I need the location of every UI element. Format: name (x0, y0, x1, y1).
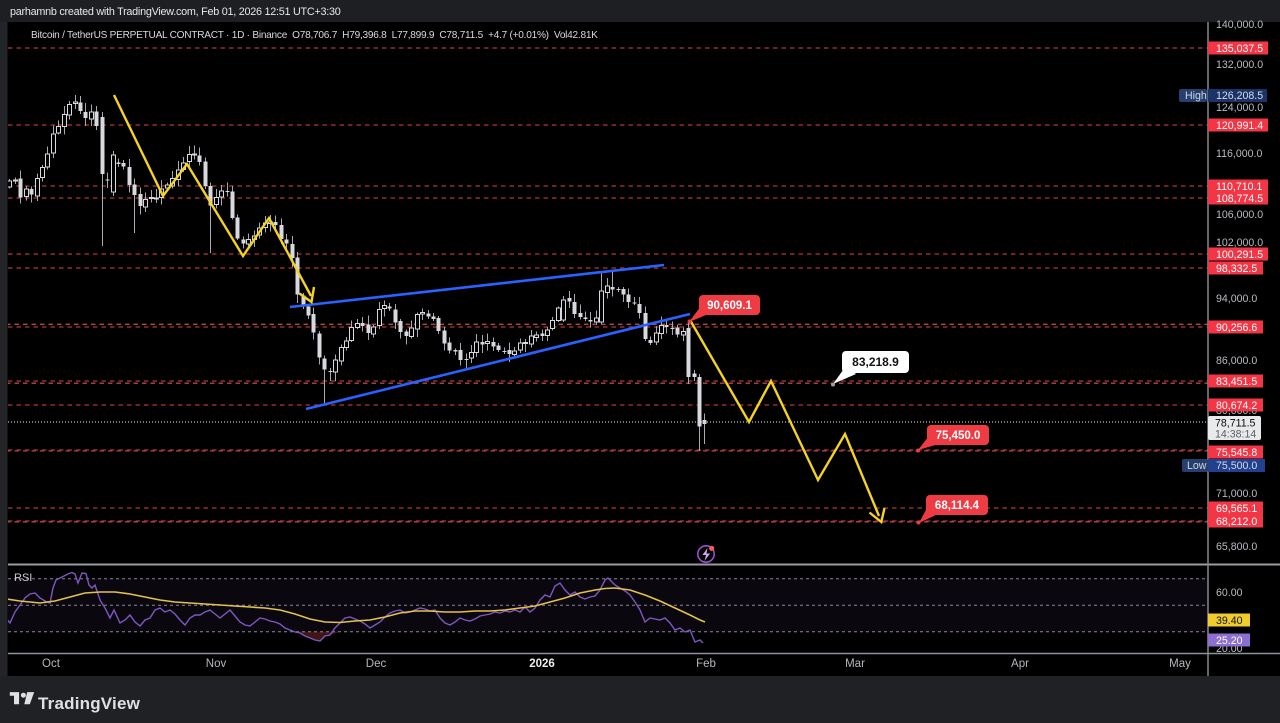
svg-text:108,774.5: 108,774.5 (1216, 193, 1263, 205)
svg-text:110,710.1: 110,710.1 (1216, 181, 1262, 193)
svg-text:Dec: Dec (366, 658, 387, 670)
svg-text:98,332.5: 98,332.5 (1216, 263, 1257, 275)
svg-text:75,450.0: 75,450.0 (936, 430, 981, 442)
svg-text:80,674.2: 80,674.2 (1216, 400, 1257, 412)
svg-text:High: High (1185, 90, 1207, 102)
svg-text:Mar: Mar (845, 658, 865, 670)
svg-text:69,565.1: 69,565.1 (1216, 503, 1257, 515)
svg-text:86,000.0: 86,000.0 (1216, 355, 1257, 367)
svg-text:124,000.0: 124,000.0 (1216, 102, 1263, 114)
svg-text:Oct: Oct (42, 658, 61, 670)
svg-text:14:38:14: 14:38:14 (1215, 429, 1256, 441)
svg-text:Apr: Apr (1011, 658, 1029, 670)
svg-text:60.00: 60.00 (1216, 587, 1243, 599)
svg-text:132,000.0: 132,000.0 (1216, 59, 1263, 71)
svg-text:Nov: Nov (206, 658, 227, 670)
svg-text:68,114.4: 68,114.4 (935, 500, 980, 512)
svg-text:65,800.0: 65,800.0 (1216, 541, 1257, 553)
svg-text:90,609.1: 90,609.1 (707, 300, 752, 312)
svg-text:140,000.0: 140,000.0 (1216, 19, 1263, 31)
svg-text:71,000.0: 71,000.0 (1216, 488, 1257, 500)
svg-text:135,037.5: 135,037.5 (1216, 43, 1263, 55)
svg-text:94,000.0: 94,000.0 (1216, 293, 1257, 305)
svg-text:116,000.0: 116,000.0 (1216, 148, 1262, 160)
svg-text:100,291.5: 100,291.5 (1216, 249, 1263, 261)
svg-text:83,451.5: 83,451.5 (1216, 376, 1257, 388)
svg-text:75,500.0: 75,500.0 (1216, 460, 1257, 472)
svg-text:102,000.0: 102,000.0 (1216, 237, 1263, 249)
svg-text:106,000.0: 106,000.0 (1216, 209, 1263, 221)
svg-text:75,545.8: 75,545.8 (1216, 447, 1257, 459)
svg-text:TradingView: TradingView (38, 694, 141, 713)
svg-text:Low: Low (1187, 460, 1207, 472)
svg-text:Bitcoin / TetherUS PERPETUAL C: Bitcoin / TetherUS PERPETUAL CONTRACT · … (31, 30, 598, 41)
svg-text:120,991.4: 120,991.4 (1216, 120, 1263, 132)
svg-text:Feb: Feb (696, 658, 716, 670)
svg-text:83,218.9: 83,218.9 (852, 355, 899, 369)
svg-text:90,256.6: 90,256.6 (1216, 322, 1257, 334)
svg-text:25.20: 25.20 (1216, 635, 1243, 647)
svg-text:parhamnb created with TradingV: parhamnb created with TradingView.com, F… (10, 6, 341, 18)
svg-text:39.40: 39.40 (1216, 615, 1243, 627)
svg-text:126,208.5: 126,208.5 (1216, 90, 1263, 102)
svg-text:May: May (1169, 658, 1191, 670)
svg-text:78,711.5: 78,711.5 (1215, 418, 1256, 430)
svg-text:RSI: RSI (14, 572, 32, 584)
svg-text:2026: 2026 (529, 658, 555, 670)
svg-text:68,212.0: 68,212.0 (1216, 516, 1257, 528)
